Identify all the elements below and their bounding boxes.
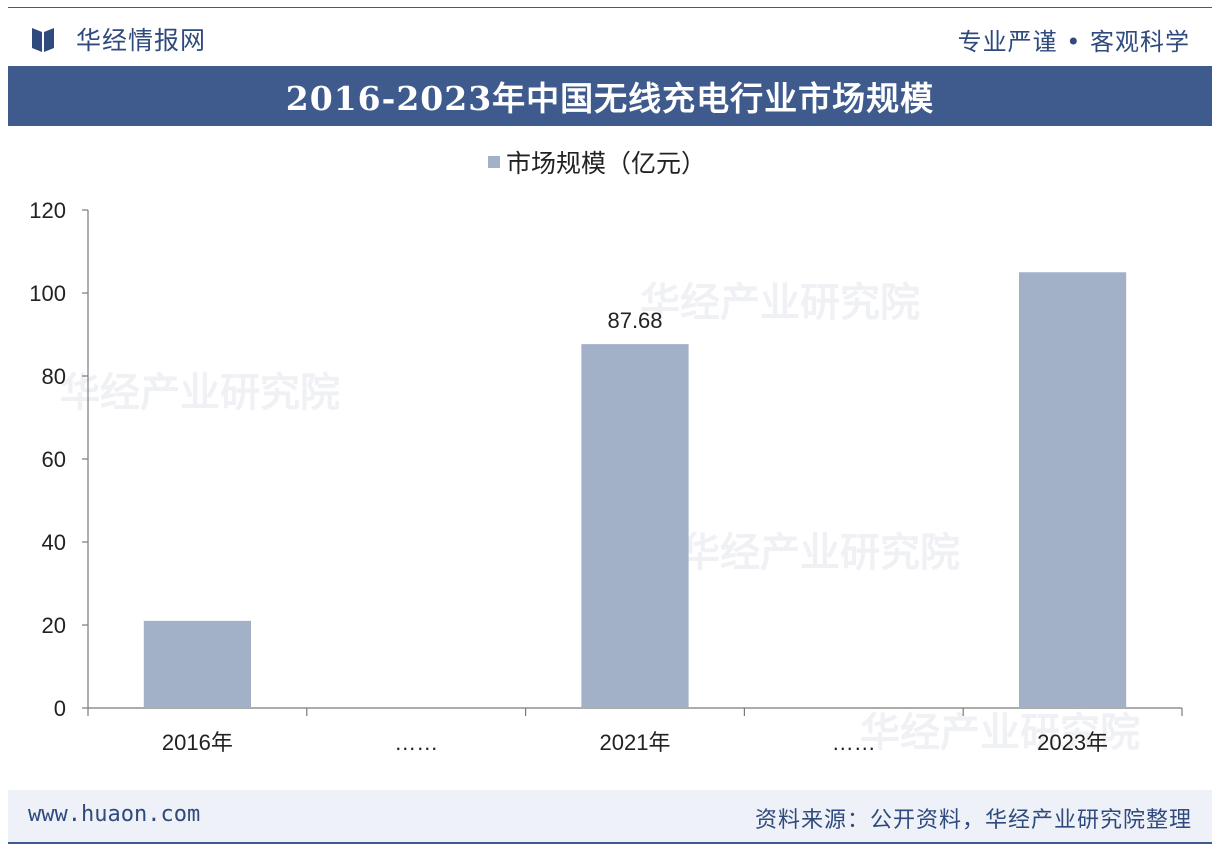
x-tick-label: ……	[394, 730, 438, 755]
footer-site: www.huaon.com	[28, 802, 201, 827]
x-tick-label: ……	[832, 730, 876, 755]
y-tick-label: 20	[42, 613, 66, 638]
slogan: 专业严谨 • 客观科学	[957, 28, 1190, 56]
legend-label: 市场规模（亿元）	[506, 149, 706, 178]
footer: www.huaon.com 资料来源：公开资料，华经产业研究院整理	[8, 790, 1212, 842]
bar	[1018, 272, 1127, 708]
y-tick-label: 40	[42, 530, 66, 555]
bar	[143, 620, 252, 708]
x-tick-label: 2016年	[162, 730, 233, 755]
top-bar: 华经情报网 专业严谨 • 客观科学	[0, 0, 1220, 66]
legend-swatch	[488, 156, 500, 168]
chart-area: 市场规模（亿元） 0 20 40 60 80 100 120 2016年 …… 2021年 87.68…	[0, 130, 1220, 790]
y-tick-label: 0	[54, 696, 66, 721]
brand-logo-icon	[32, 28, 54, 52]
chart-title: 2016-2023年中国无线充电行业市场规模	[285, 79, 935, 118]
y-tick-label: 80	[42, 364, 66, 389]
top-divider	[8, 7, 1212, 8]
footer-source: 资料来源：公开资料，华经产业研究院整理	[754, 808, 1192, 833]
y-tick-label: 100	[29, 281, 66, 306]
brand: 华经情报网	[32, 22, 206, 56]
y-tick-label: 60	[42, 447, 66, 472]
y-tick-label: 120	[29, 198, 66, 223]
x-tick-label: 2021年	[600, 730, 671, 755]
title-bar: 2016-2023年中国无线充电行业市场规模	[8, 66, 1212, 126]
data-label: 87.68	[607, 308, 662, 333]
bar	[581, 344, 689, 708]
bar-chart: 市场规模（亿元） 0 20 40 60 80 100 120 2016年 …… 2021年 87.68…	[29, 149, 1183, 755]
brand-name: 华经情报网	[76, 26, 207, 55]
bottom-divider	[8, 842, 1212, 844]
x-tick-label: 2023年	[1037, 730, 1108, 755]
